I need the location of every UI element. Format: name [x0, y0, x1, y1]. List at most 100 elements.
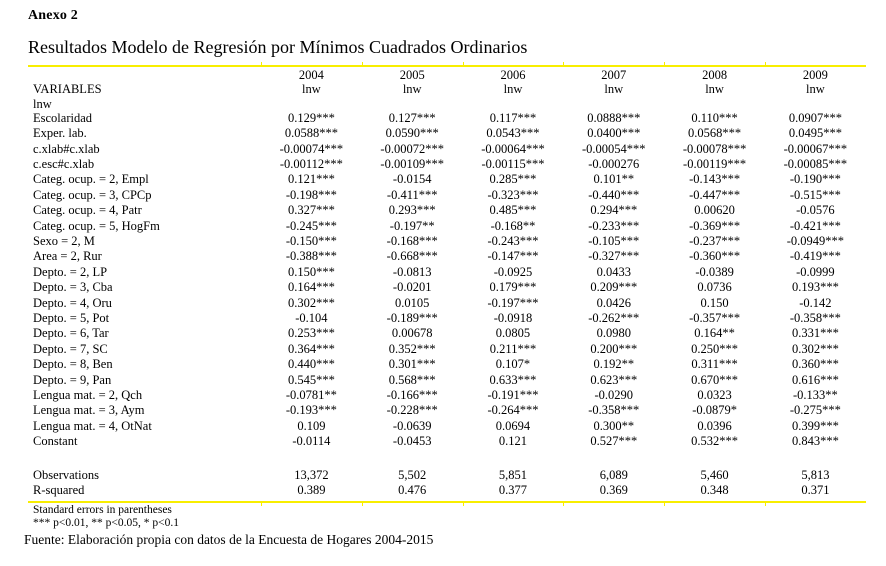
value-cell: -0.0999	[796, 264, 835, 279]
value-cell: -0.358***	[588, 403, 640, 418]
value-cell: -0.168**	[490, 218, 536, 233]
value-cell: 0.476	[398, 483, 427, 498]
table-row: Lengua mat. = 4, OtNat 0.109 -0.0639 0.0694…	[28, 419, 866, 434]
value-cell: 0.0694	[495, 418, 531, 433]
value-cell: -0.0576	[796, 203, 835, 218]
value-cell: 0.843***	[791, 434, 839, 449]
value-cell: -0.104	[295, 310, 328, 325]
value-cell: -0.00085***	[783, 157, 848, 172]
table-title: Resultados Modelo de Regresión por Mínim…	[28, 37, 528, 57]
dep-var-header: lnw	[302, 82, 321, 97]
row-label: Categ. ocup. = 3, CPCp	[33, 187, 152, 202]
value-cell: -0.197***	[487, 295, 539, 310]
column-boundary-tick	[261, 503, 262, 506]
annex-heading: Anexo 2	[28, 8, 79, 23]
value-cell: -0.147***	[487, 249, 539, 264]
table-row: Sexo = 2, M -0.150*** -0.168*** -0.243*** -0…	[28, 234, 866, 249]
value-cell: 13,372	[294, 467, 329, 482]
table-row: Lengua mat. = 3, Aym -0.193*** -0.228*** -0…	[28, 403, 866, 418]
value-cell: 0.327***	[287, 203, 335, 218]
column-boundary-tick	[664, 503, 666, 506]
value-cell: -0.133**	[792, 387, 838, 402]
value-cell: 0.623***	[590, 372, 638, 387]
value-cell: 0.0907***	[788, 110, 842, 125]
table-row: c.xlab#c.xlab -0.00074*** -0.00072*** -0.00…	[28, 142, 866, 157]
value-cell: -0.00109***	[380, 157, 444, 172]
value-cell: 0.532***	[691, 434, 739, 449]
value-cell: 5,460	[700, 467, 729, 482]
value-cell: 0.0495***	[788, 126, 842, 141]
value-cell: 0.302***	[287, 295, 335, 310]
row-label: Depto. = 2, LP	[33, 264, 108, 279]
value-cell: 0.294***	[590, 203, 638, 218]
table-row: Depto. = 2, LP 0.150*** -0.0813 -0.0925 0.04…	[28, 265, 866, 280]
value-cell: -0.191***	[487, 387, 539, 402]
table-row: Constant -0.0114 -0.0453 0.121 0.527*** 0.532…	[28, 434, 866, 449]
value-cell: 6,089	[599, 467, 628, 482]
row-label: Constant	[33, 434, 78, 449]
value-cell: -0.197**	[389, 218, 435, 233]
year-header: 2009	[802, 68, 828, 82]
table-spacer	[28, 449, 866, 468]
year-header: 2005	[399, 68, 425, 82]
table-row: Depto. = 8, Ben 0.440*** 0.301*** 0.107* 0.1…	[28, 357, 866, 372]
value-cell: 0.364***	[287, 341, 335, 356]
dep-var-header: lnw	[604, 82, 624, 97]
value-cell: 0.0105	[395, 295, 430, 310]
value-cell: -0.0154	[392, 172, 432, 187]
value-cell: -0.421***	[789, 218, 841, 233]
row-label: Depto. = 3, Cba	[33, 280, 113, 295]
value-cell: 0.0568***	[688, 126, 742, 141]
table-row: Categ. ocup. = 3, CPCp -0.198*** -0.411***…	[28, 188, 866, 203]
row-label: Depto. = 7, SC	[33, 341, 108, 356]
value-cell: -0.243***	[487, 234, 539, 249]
table-row: Lengua mat. = 2, Qch -0.0781** -0.166*** -0…	[28, 388, 866, 403]
value-cell: 0.109	[297, 418, 326, 433]
row-label: Lengua mat. = 4, OtNat	[33, 418, 152, 433]
value-cell: -0.0949***	[786, 234, 845, 249]
row-label: Depto. = 5, Pot	[33, 310, 110, 325]
stats-row: R-squared 0.389 0.476 0.377 0.369 0.348 0.371	[28, 483, 866, 498]
value-cell: -0.00074***	[279, 141, 344, 156]
value-cell: -0.190***	[789, 172, 841, 187]
column-boundary-tick	[361, 62, 363, 65]
value-cell: 0.360***	[791, 357, 839, 372]
year-header: 2008	[702, 68, 728, 82]
column-boundary-tick	[462, 503, 464, 506]
row-label: Depto. = 6, Tar	[33, 326, 109, 341]
value-cell: 5,502	[398, 467, 427, 482]
row-label: Categ. ocup. = 4, Patr	[33, 203, 142, 218]
value-cell: -0.00064***	[481, 141, 545, 156]
variables-header-row: VARIABLES lnw lnw lnw lnw lnw lnw	[28, 82, 866, 96]
value-cell: 0.127***	[388, 110, 436, 125]
row-label: Escolaridad	[33, 110, 93, 125]
row-label: Area = 2, Rur	[33, 249, 102, 264]
value-cell: -0.357***	[689, 310, 741, 325]
value-cell: 0.117***	[489, 110, 537, 125]
value-cell: -0.245***	[285, 218, 337, 233]
row-label: Depto. = 8, Ben	[33, 357, 113, 372]
value-cell: 0.633***	[489, 372, 537, 387]
value-cell: 0.440***	[287, 357, 335, 372]
value-cell: 0.0980	[596, 326, 631, 341]
year-header: 2006	[500, 68, 526, 82]
value-cell: 0.200***	[590, 341, 638, 356]
dep-var-header: lnw	[806, 82, 825, 97]
table-row: Area = 2, Rur -0.388*** -0.668*** -0.147***…	[28, 249, 866, 264]
value-cell: -0.0453	[392, 434, 432, 449]
value-cell: 0.0323	[697, 387, 732, 402]
value-cell: 0.209***	[590, 280, 638, 295]
value-cell: -0.166***	[386, 387, 438, 402]
value-cell: -0.233***	[588, 218, 640, 233]
value-cell: 0.193***	[791, 280, 839, 295]
lnw-subheader-row: lnw	[28, 97, 866, 111]
column-boundary-tick	[765, 62, 766, 65]
value-cell: 0.0590***	[385, 126, 439, 141]
value-cell: -0.105***	[588, 234, 640, 249]
value-cell: -0.00119***	[683, 157, 747, 172]
value-cell: -0.0114	[292, 434, 331, 449]
source-note: Fuente: Elaboración propia con datos de …	[24, 532, 434, 547]
value-cell: 0.164***	[287, 280, 335, 295]
value-cell: 0.377	[498, 483, 528, 498]
